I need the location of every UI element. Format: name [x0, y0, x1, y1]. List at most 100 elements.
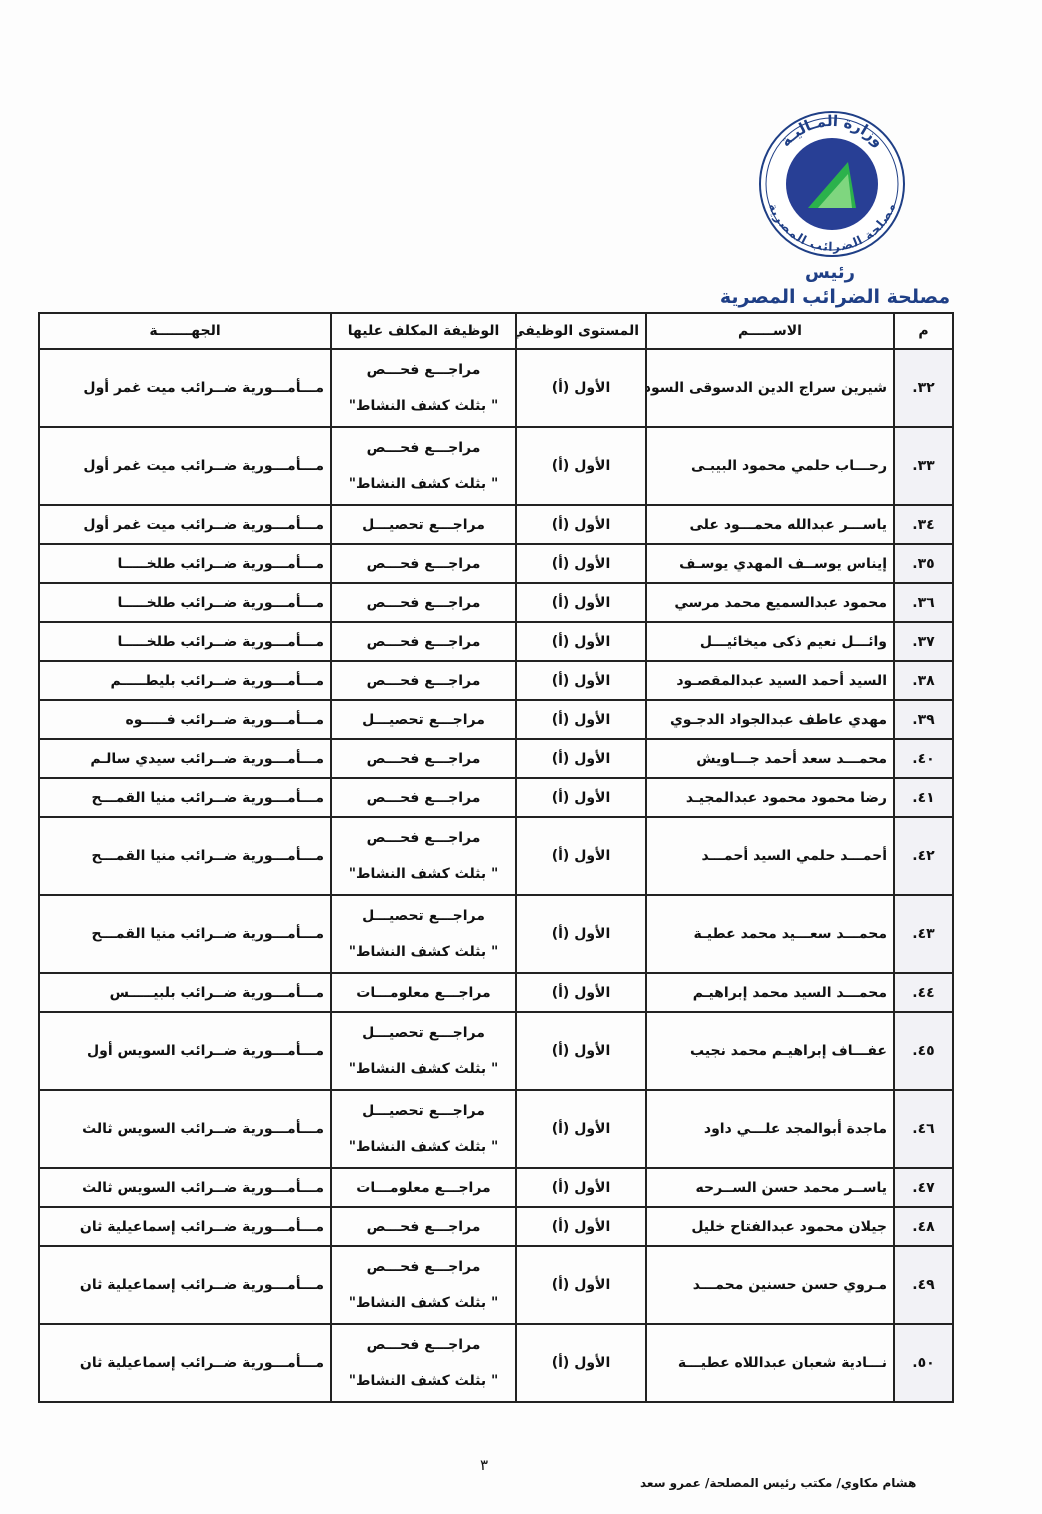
- row-number: ٤٧.: [893, 1167, 954, 1208]
- job-line: مراجـــع معلومـــات: [356, 1179, 491, 1196]
- table-row: ٣٤. ياســـر عبدالله محمـــود على الأول (أ)…: [38, 504, 954, 545]
- column-header: الوظيفة المكلف عليها: [330, 312, 517, 350]
- title-line: مصلحة الضرائب المصرية: [719, 286, 951, 308]
- row-number: ٣٤.: [893, 504, 954, 545]
- employee-name: ياســر محمد حسن الســرحه: [645, 1167, 895, 1208]
- tax-office: مـــأمـــورية ضــرائب بلبيـــــس: [38, 972, 332, 1013]
- job-line: مراجـــع فحـــص: [366, 1218, 481, 1235]
- table-row: ٣٦. محمود عبدالسميع محمد مرسي الأول (أ) مرا…: [38, 582, 954, 623]
- assigned-job: مراجـــع فحـــص: [330, 582, 517, 623]
- employee-name: رحـــاب حلمي محمود البيبـى: [645, 426, 895, 506]
- job-level: الأول (أ): [515, 660, 647, 701]
- column-header: المستوى الوظيفي: [515, 312, 647, 350]
- tax-office: مـــأمـــورية ضــرائب إسماعيلية ثان: [38, 1206, 332, 1247]
- assigned-job: مراجـــع فحـــص: [330, 738, 517, 779]
- table-row: ٣٨. السيد أحمد السيد عبدالمقصـود الأول (أ)…: [38, 660, 954, 701]
- table-row: ٤٩. مـروي حسن حسنين محمـــد الأول (أ) مراجـ…: [38, 1245, 954, 1325]
- job-level: الأول (أ): [515, 1323, 647, 1403]
- assigned-job: مراجـــع فحـــص " بثلث كشف النشاط": [330, 1245, 517, 1325]
- employee-name: أحمـــد حلمي السيد أحمـــد: [645, 816, 895, 896]
- assigned-job: مراجـــع تحصيـــل: [330, 504, 517, 545]
- employee-name: محمـــد سعد أحمد جـــاويش: [645, 738, 895, 779]
- assigned-job: مراجـــع تحصيـــل: [330, 699, 517, 740]
- job-line: مراجـــع تحصيـــل: [362, 1103, 485, 1119]
- assigned-job: مراجـــع فحـــص: [330, 1206, 517, 1247]
- row-number: ٣٩.: [893, 699, 954, 740]
- job-level: الأول (أ): [515, 348, 647, 428]
- assigned-job: مراجـــع معلومـــات: [330, 972, 517, 1013]
- job-line: مراجـــع فحـــص: [366, 1259, 481, 1275]
- job-line: " بثلث كشف النشاط": [348, 1139, 499, 1155]
- tax-office: مـــأمـــورية ضــرائب السويس أول: [38, 1011, 332, 1091]
- job-level: الأول (أ): [515, 699, 647, 740]
- job-level: الأول (أ): [515, 504, 647, 545]
- row-number: ٣٧.: [893, 621, 954, 662]
- employee-name: مـروي حسن حسنين محمـــد: [645, 1245, 895, 1325]
- job-line: مراجـــع فحـــص: [366, 672, 481, 689]
- row-number: ٤٨.: [893, 1206, 954, 1247]
- employee-name: نـــادية شعبان عبداللاه عطيـــة: [645, 1323, 895, 1403]
- row-number: ٣٦.: [893, 582, 954, 623]
- table-row: ٤٢. أحمـــد حلمي السيد أحمـــد الأول (أ) مر…: [38, 816, 954, 896]
- logo: وزارة المـاليـة مصلحة الضرائب المصرية: [759, 111, 905, 257]
- job-line: مراجـــع فحـــص: [366, 750, 481, 767]
- tax-office: مـــأمـــورية ضــرائب ميت غمر أول: [38, 504, 332, 545]
- tax-office: مـــأمـــورية ضــرائب فـــــوه: [38, 699, 332, 740]
- job-line: مراجـــع فحـــص: [366, 362, 481, 378]
- tax-office: مـــأمـــورية ضــرائب سيدي سالـم: [38, 738, 332, 779]
- tax-office: مـــأمـــورية ضــرائب إسماعيلية ثان: [38, 1323, 332, 1403]
- table-row: ٣٧. وائـــل نعيم ذكى ميخائيـــل الأول (أ) م…: [38, 621, 954, 662]
- table-row: ٤٨. جيلان محمود عبدالفتاح خليل الأول (أ) مر…: [38, 1206, 954, 1247]
- employee-name: محمـــد السيد محمد إبراهيـم: [645, 972, 895, 1013]
- table-row: ٤٣. محمـــد سعـــيد محمد عطيـة الأول (أ) مر…: [38, 894, 954, 974]
- row-number: ٤٤.: [893, 972, 954, 1013]
- table-row: ٤٧. ياســر محمد حسن الســرحه الأول (أ) مراج…: [38, 1167, 954, 1208]
- table-row: ٣٢. شيرين سراج الدين الدسوقى السوده الأول …: [38, 348, 954, 428]
- assigned-job: مراجـــع تحصيـــل " بثلث كشف النشاط": [330, 1089, 517, 1169]
- employee-name: وائـــل نعيم ذكى ميخائيـــل: [645, 621, 895, 662]
- employee-name: شيرين سراج الدين الدسوقى السوده: [645, 348, 895, 428]
- job-line: " بثلث كشف النشاط": [348, 944, 499, 960]
- column-header: الاســـــم: [645, 312, 895, 350]
- job-line: مراجـــع تحصيـــل: [362, 1025, 485, 1041]
- job-line: " بثلث كشف النشاط": [348, 1373, 499, 1389]
- column-header: م: [893, 312, 954, 350]
- assigned-job: مراجـــع فحـــص: [330, 777, 517, 818]
- employee-name: مهدي عاطف عبدالجواد الدجـوي: [645, 699, 895, 740]
- row-number: ٤٩.: [893, 1245, 954, 1325]
- employee-name: جيلان محمود عبدالفتاح خليل: [645, 1206, 895, 1247]
- job-line: " بثلث كشف النشاط": [348, 398, 499, 414]
- assigned-job: مراجـــع فحـــص " بثلث كشف النشاط": [330, 816, 517, 896]
- assigned-job: مراجـــع فحـــص: [330, 621, 517, 662]
- table-row: ٣٥. إيناس يوســف المهدي يوسـف الأول (أ) مرا…: [38, 543, 954, 584]
- table-row: ٤٦. ماجدة أبوالمجد علـــي داود الأول (أ) مر…: [38, 1089, 954, 1169]
- job-line: " بثلث كشف النشاط": [348, 866, 499, 882]
- job-level: الأول (أ): [515, 426, 647, 506]
- tax-office: مـــأمـــورية ضــرائب إسماعيلية ثان: [38, 1245, 332, 1325]
- job-line: مراجـــع فحـــص: [366, 789, 481, 806]
- job-line: " بثلث كشف النشاط": [348, 1295, 499, 1311]
- tax-office: مـــأمـــورية ضــرائب بليطـــــم: [38, 660, 332, 701]
- row-number: ٣٥.: [893, 543, 954, 584]
- job-level: الأول (أ): [515, 1206, 647, 1247]
- job-level: الأول (أ): [515, 582, 647, 623]
- job-line: مراجـــع فحـــص: [366, 830, 481, 846]
- table-row: ٤١. رضا محمود محمود عبدالمجيـد الأول (أ) مر…: [38, 777, 954, 818]
- assigned-job: مراجـــع فحـــص: [330, 660, 517, 701]
- employee-name: عفـــاف إبراهيـم محمد نجيب: [645, 1011, 895, 1091]
- table-body: ٣٢. شيرين سراج الدين الدسوقى السوده الأول …: [38, 348, 954, 1403]
- job-level: الأول (أ): [515, 1011, 647, 1091]
- employee-name: ماجدة أبوالمجد علـــي داود: [645, 1089, 895, 1169]
- job-level: الأول (أ): [515, 621, 647, 662]
- employee-name: إيناس يوســف المهدي يوسـف: [645, 543, 895, 584]
- row-number: ٤٠.: [893, 738, 954, 779]
- employee-name: رضا محمود محمود عبدالمجيـد: [645, 777, 895, 818]
- job-level: الأول (أ): [515, 1089, 647, 1169]
- employee-name: محمود عبدالسميع محمد مرسي: [645, 582, 895, 623]
- row-number: ٣٢.: [893, 348, 954, 428]
- tax-office: مـــأمـــورية ضــرائب ميت غمر أول: [38, 426, 332, 506]
- job-level: الأول (أ): [515, 894, 647, 974]
- row-number: ٤٦.: [893, 1089, 954, 1169]
- header-row: م الاســـــم المستوى الوظيفي الوظيفة المكلف…: [38, 312, 954, 350]
